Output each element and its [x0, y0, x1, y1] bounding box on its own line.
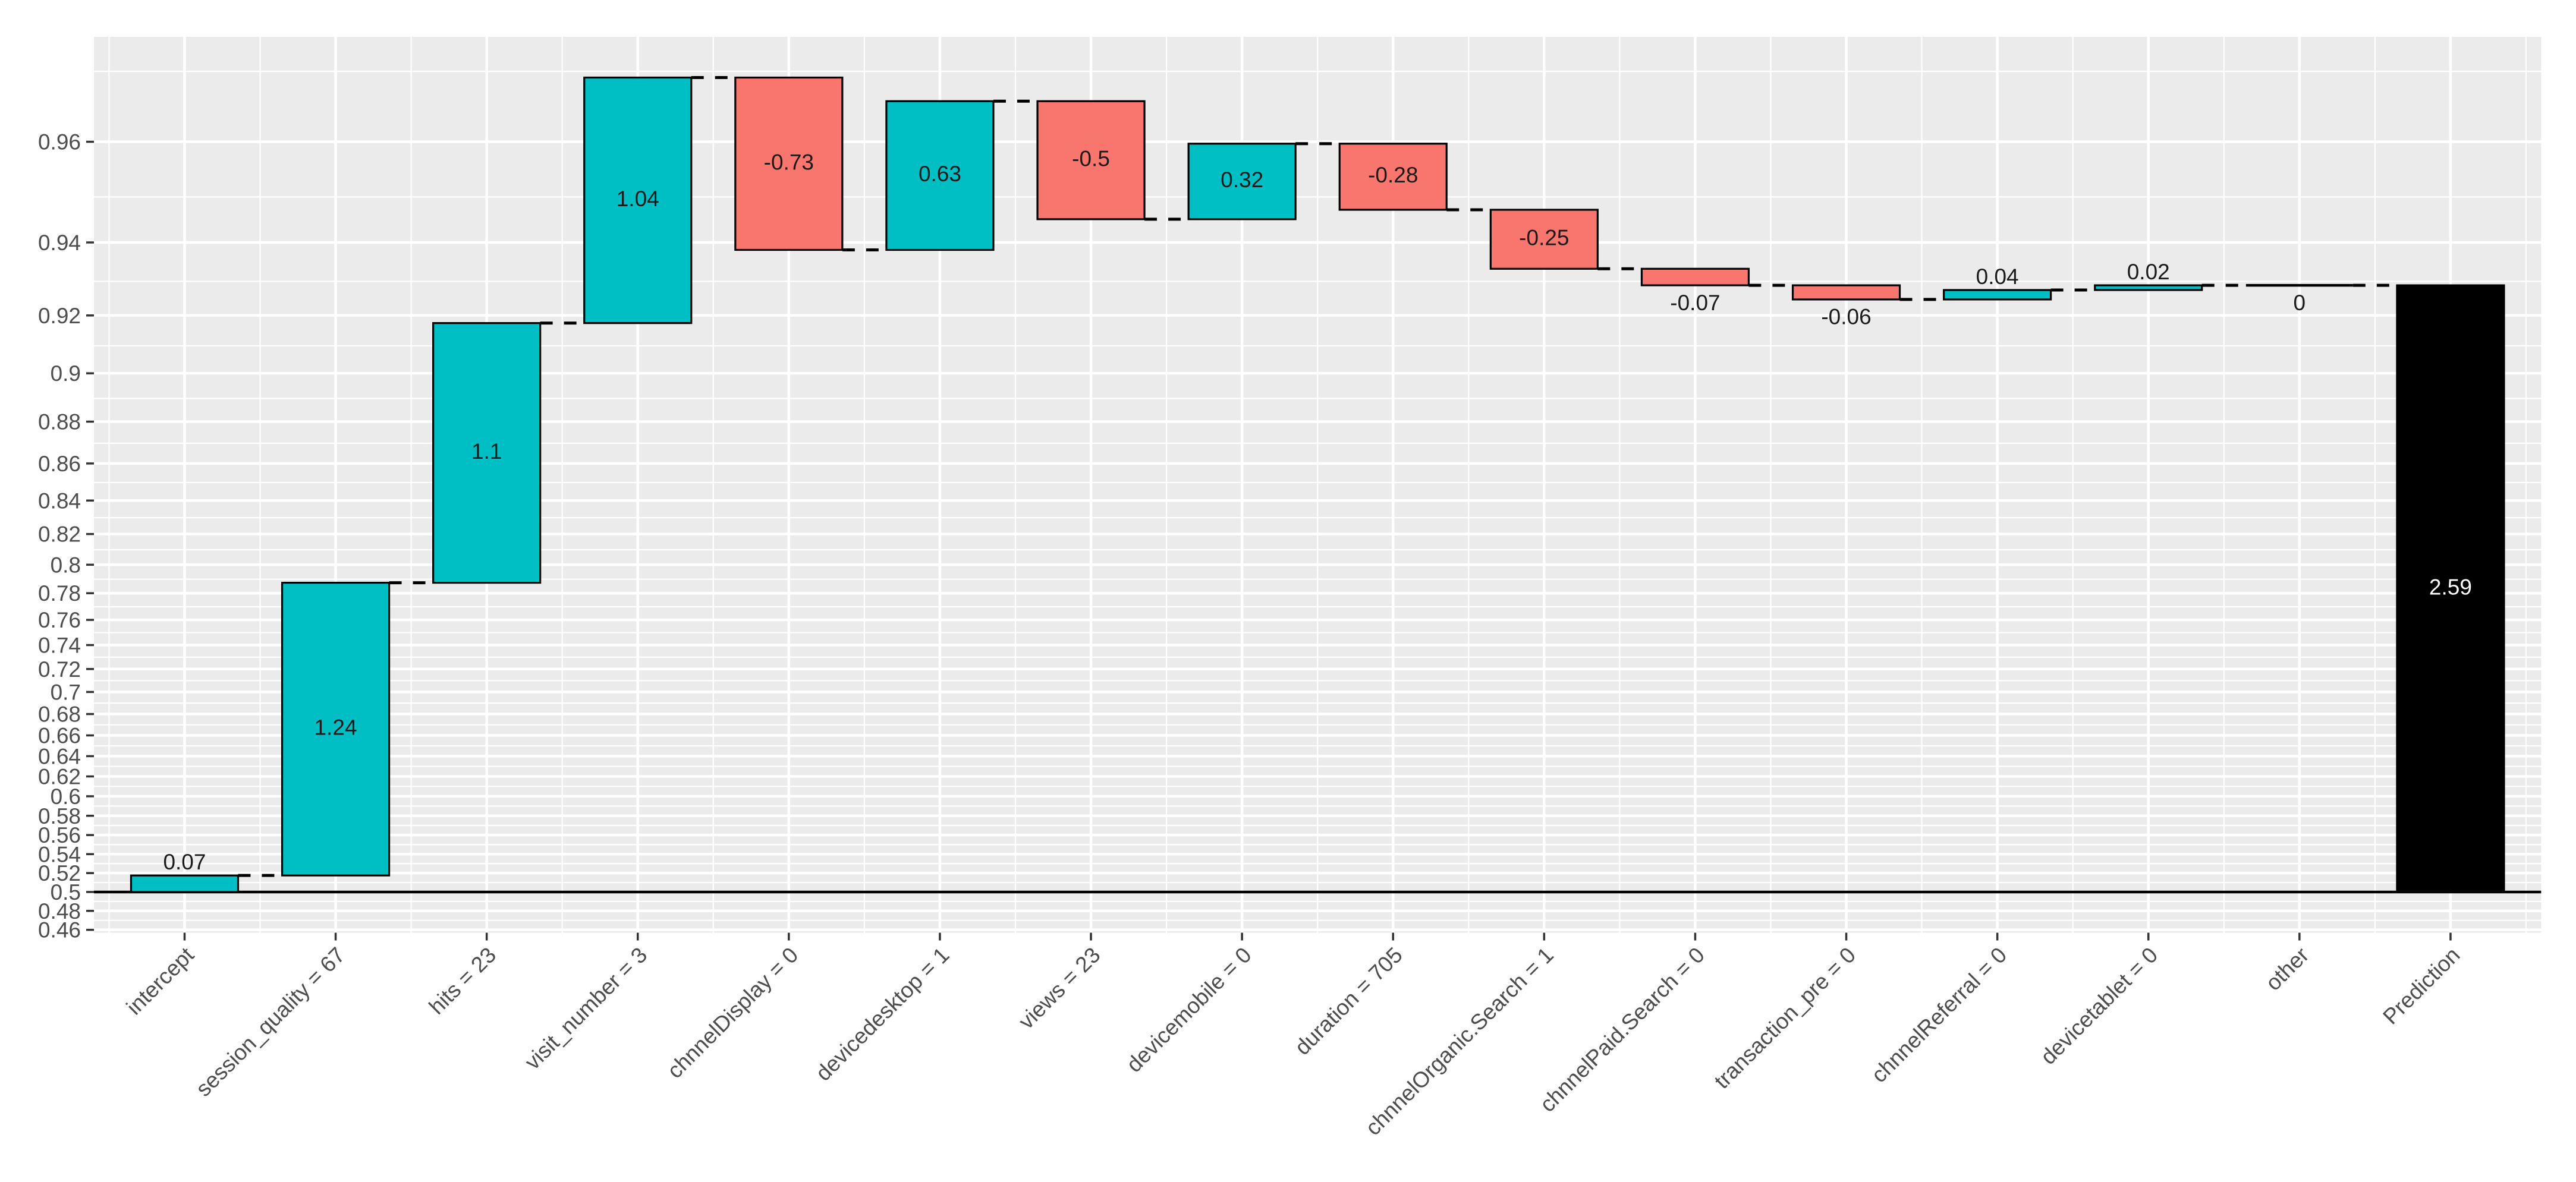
y-tick-label: 0.72: [38, 657, 81, 682]
y-tick-label: 0.96: [38, 130, 81, 155]
bar-negative: [1489, 209, 1599, 270]
bar-value-label: 0: [2294, 291, 2306, 315]
bar-positive: [1943, 289, 2052, 301]
x-tick-label: views = 23: [1014, 943, 1105, 1033]
x-tick-label: Prediction: [2378, 943, 2464, 1029]
bar-positive: [1187, 143, 1297, 220]
y-tick-label: 0.52: [38, 861, 81, 885]
y-tick-label: 0.9: [51, 361, 81, 386]
y-tick-label: 0.7: [51, 680, 81, 704]
bar-value-label: 0.07: [163, 850, 206, 874]
y-tick-label: 0.82: [38, 522, 81, 547]
bar-value-label: -0.25: [1519, 225, 1569, 250]
x-tick-label: chnnelDisplay = 0: [662, 943, 803, 1083]
bar-value-label: 1.1: [471, 439, 502, 464]
bar-value-label: 0.32: [1221, 168, 1263, 192]
y-tick-label: 0.92: [38, 304, 81, 328]
bar-value-label: 2.59: [2429, 575, 2472, 599]
bar-positive: [2094, 284, 2203, 291]
y-tick-label: 0.62: [38, 765, 81, 789]
x-tick-label: devicemobile = 0: [1122, 943, 1256, 1077]
bar-negative: [1338, 143, 1448, 211]
bar-prediction: [2396, 284, 2505, 893]
bar-positive: [583, 76, 693, 324]
bar-negative: [1036, 100, 1146, 220]
bar-positive: [130, 874, 240, 893]
y-tick-label: 0.46: [38, 918, 81, 943]
x-tick-label: chnnelPaid.Search = 0: [1535, 943, 1709, 1117]
bar-value-label: 0.04: [1976, 264, 2019, 289]
y-tick-label: 0.48: [38, 899, 81, 923]
bar-value-label: -0.73: [764, 150, 814, 174]
x-tick-label: chnnelReferral = 0: [1867, 943, 2012, 1088]
bar-negative: [1640, 267, 1750, 286]
y-tick-label: 0.76: [38, 608, 81, 632]
x-tick-label: intercept: [122, 943, 199, 1020]
y-tick-label: 0.8: [51, 553, 81, 577]
y-tick-label: 0.74: [38, 633, 81, 657]
x-tick-label: visit_number = 3: [520, 943, 652, 1074]
bar-value-label: 1.04: [617, 187, 659, 211]
bar-positive: [885, 100, 995, 251]
y-tick-label: 0.6: [51, 784, 81, 809]
y-tick-label: 0.5: [51, 880, 81, 904]
bar-value-label: -0.5: [1072, 146, 1110, 171]
y-tick-label: 0.56: [38, 823, 81, 847]
y-tick-label: 0.66: [38, 723, 81, 748]
x-tick-label: devicetablet = 0: [2036, 943, 2162, 1069]
y-tick-label: 0.94: [38, 231, 81, 255]
bar-negative: [1791, 284, 1901, 301]
x-tick-label: other: [2261, 943, 2314, 995]
bar-value-label: -0.28: [1368, 163, 1418, 187]
bar-value-label: 1.24: [314, 715, 357, 740]
bar-positive: [432, 322, 542, 584]
y-tick-label: 0.78: [38, 581, 81, 606]
x-tick-label: transaction_pre = 0: [1709, 943, 1860, 1093]
x-tick-label: session_quality = 67: [191, 943, 350, 1101]
x-tick-label: devicedesktop = 1: [811, 943, 954, 1086]
bar-value-label: -0.06: [1821, 305, 1871, 329]
y-tick-label: 0.64: [38, 744, 81, 768]
bar-value-label: 0.02: [2127, 260, 2170, 284]
bar-value-label: 0.63: [919, 162, 961, 186]
bar-value-label: -0.07: [1670, 291, 1720, 315]
x-tick-label: duration = 705: [1290, 943, 1407, 1060]
y-tick-label: 0.68: [38, 702, 81, 727]
bar-positive: [281, 582, 391, 877]
y-tick-label: 0.54: [38, 842, 81, 866]
y-tick-label: 0.84: [38, 488, 81, 513]
bar-negative: [734, 76, 844, 251]
y-tick-label: 0.58: [38, 804, 81, 828]
y-tick-label: 0.88: [38, 410, 81, 434]
y-tick-label: 0.86: [38, 452, 81, 476]
x-tick-label: hits = 23: [424, 943, 501, 1019]
